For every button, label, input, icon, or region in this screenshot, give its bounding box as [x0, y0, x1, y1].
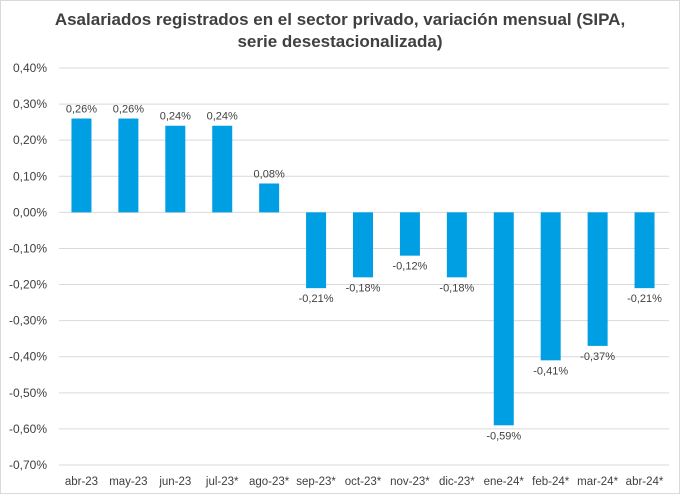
- data-label: -0,21%: [299, 293, 334, 305]
- y-tick-label: -0,60%: [9, 422, 47, 436]
- x-tick-label: nov-23*: [390, 476, 430, 488]
- data-label: -0,37%: [580, 351, 615, 363]
- x-tick-label: jun-23: [158, 476, 191, 488]
- x-tick-label: ago-23*: [249, 476, 290, 488]
- x-tick-label: dic-23*: [439, 476, 475, 488]
- bar-ene-24*: [493, 212, 514, 426]
- bar-ago-23*: [259, 183, 280, 213]
- y-tick-label: -0,70%: [9, 458, 47, 472]
- x-tick-label: may-23: [109, 476, 147, 488]
- data-label: -0,18%: [439, 282, 474, 294]
- x-tick-label: mar-24*: [577, 476, 618, 488]
- y-tick-label: 0,10%: [13, 169, 47, 183]
- y-tick-label: 0,30%: [13, 97, 47, 111]
- bar-mar-24*: [587, 212, 608, 346]
- bar-dic-23*: [446, 212, 467, 278]
- bar-feb-24*: [540, 212, 561, 361]
- x-tick-label: jul-23*: [205, 476, 239, 488]
- data-label: 0,26%: [113, 104, 144, 116]
- y-tick-label: -0,10%: [9, 241, 47, 255]
- data-label: -0,18%: [346, 282, 381, 294]
- y-tick-label: 0,40%: [13, 61, 47, 75]
- bar-jul-23*: [212, 125, 233, 213]
- bar-jun-23: [165, 125, 186, 213]
- bar-nov-23*: [399, 212, 420, 256]
- x-tick-label: oct-23*: [345, 476, 382, 488]
- y-tick-label: -0,40%: [9, 350, 47, 364]
- data-label: 0,24%: [160, 111, 191, 123]
- bar-sep-23*: [306, 212, 327, 289]
- data-label: 0,24%: [207, 111, 238, 123]
- x-tick-label: ene-24*: [484, 476, 525, 488]
- y-tick-label: -0,30%: [9, 314, 47, 328]
- y-tick-label: -0,50%: [9, 386, 47, 400]
- bar-oct-23*: [353, 212, 373, 278]
- y-tick-label: 0,00%: [13, 205, 47, 219]
- data-label: -0,41%: [533, 365, 568, 377]
- x-tick-label: feb-24*: [532, 476, 570, 488]
- data-label: -0,21%: [627, 293, 662, 305]
- data-label: 0,08%: [254, 168, 285, 180]
- data-label: -0,12%: [392, 261, 427, 273]
- data-label: 0,26%: [66, 104, 97, 116]
- y-tick-label: -0,20%: [9, 278, 47, 292]
- x-tick-label: sep-23*: [296, 476, 336, 488]
- chart-title: Asalariados registrados en el sector pri…: [1, 9, 679, 53]
- bar-may-23: [118, 118, 139, 213]
- bar-abr-24*: [634, 212, 655, 289]
- x-tick-label: abr-24*: [626, 476, 664, 488]
- chart-title-line-2: serie desestacionalizada): [237, 32, 443, 51]
- bar-abr-23: [71, 118, 92, 213]
- x-tick-label: abr-23: [65, 476, 98, 488]
- chart-title-line-1: Asalariados registrados en el sector pri…: [54, 10, 626, 29]
- data-label: -0,59%: [486, 430, 521, 442]
- y-tick-label: 0,20%: [13, 133, 47, 147]
